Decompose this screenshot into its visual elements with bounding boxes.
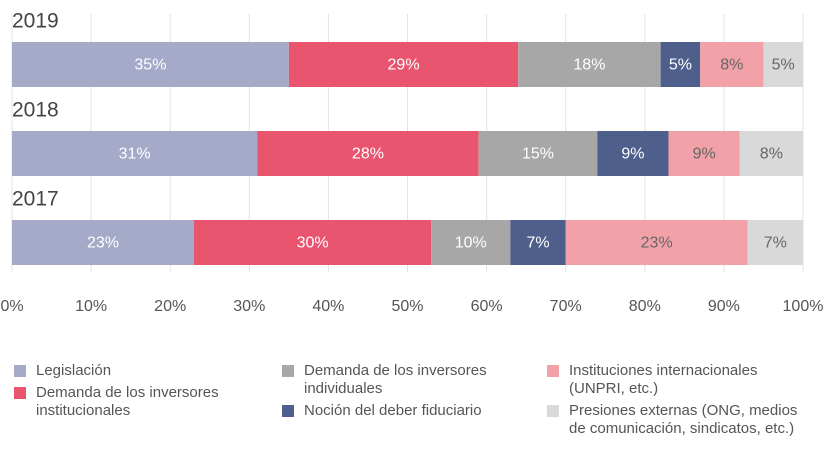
legend-swatch xyxy=(282,365,294,377)
category-label: 2017 xyxy=(12,188,59,211)
bar-segment xyxy=(257,131,479,176)
x-tick-label: 100% xyxy=(783,298,824,315)
value-label: 8% xyxy=(760,146,783,163)
value-label: 35% xyxy=(134,57,166,74)
value-label: 9% xyxy=(693,146,716,163)
value-label: 23% xyxy=(641,235,673,252)
legend-item: Demanda de los inversores institucionale… xyxy=(10,384,260,420)
value-label: 18% xyxy=(573,57,605,74)
x-tick-label: 80% xyxy=(629,298,661,315)
legend-swatch xyxy=(547,405,559,417)
value-label: 7% xyxy=(526,235,549,252)
legend-item: Instituciones internacionales (UNPRI, et… xyxy=(543,362,813,398)
bar-segment xyxy=(12,42,289,87)
x-tick-label: 50% xyxy=(391,298,423,315)
bar-segment xyxy=(660,42,701,87)
category-label: 2018 xyxy=(12,99,59,122)
legend-swatch xyxy=(14,387,26,399)
x-tick-label: 70% xyxy=(550,298,582,315)
bar-segment xyxy=(288,42,519,87)
legend-swatch xyxy=(282,405,294,417)
bar-segment xyxy=(700,42,764,87)
bar-segment xyxy=(12,131,258,176)
legend-item: Legislación xyxy=(10,362,260,380)
x-tick-label: 30% xyxy=(233,298,265,315)
x-tick-label: 90% xyxy=(708,298,740,315)
x-tick-label: 40% xyxy=(312,298,344,315)
x-tick-label: 60% xyxy=(471,298,503,315)
legend-item: Presiones externas (ONG, medios de comun… xyxy=(543,402,813,438)
legend-label: Presiones externas (ONG, medios de comun… xyxy=(569,402,798,437)
plot: 0% 10% 20% 30% 40% 50% 60% 70% 80% 90% 100% 2019 35%… xyxy=(0,10,824,316)
x-tick-label: 20% xyxy=(154,298,186,315)
legend-label: Demanda de los inversores individuales xyxy=(304,362,487,397)
bar-segment xyxy=(431,220,511,265)
value-label: 8% xyxy=(720,57,743,74)
value-label: 15% xyxy=(522,146,554,163)
value-label: 5% xyxy=(772,57,795,74)
bar-segment xyxy=(597,131,669,176)
bar-segment xyxy=(565,220,748,265)
value-label: 30% xyxy=(297,235,329,252)
x-tick-label: 10% xyxy=(75,298,107,315)
legend-label: Demanda de los inversores institucionale… xyxy=(36,384,219,419)
value-label: 5% xyxy=(669,57,692,74)
legend-item: Demanda de los inversores individuales xyxy=(278,362,528,398)
category-label: 2019 xyxy=(12,10,59,33)
value-label: 9% xyxy=(621,146,644,163)
bar-segment xyxy=(193,220,432,265)
legend: Demanda de los inversores individuales No… xyxy=(278,362,528,424)
value-label: 10% xyxy=(455,235,487,252)
bar-segment xyxy=(747,220,803,265)
bar-segment xyxy=(478,131,598,176)
legend-label: Legislación xyxy=(36,362,112,379)
bar-segment xyxy=(739,131,803,176)
legend: Instituciones internacionales (UNPRI, et… xyxy=(543,362,813,442)
legend: Legislación Demanda de los inversores ins… xyxy=(10,362,260,424)
bar-segment xyxy=(518,42,661,87)
legend-swatch xyxy=(14,365,26,377)
legend-item: Noción del deber fiduciario xyxy=(278,402,528,420)
bar-segment xyxy=(12,220,194,265)
bar-segment xyxy=(668,131,740,176)
value-label: 7% xyxy=(764,235,787,252)
x-tick-label: 0% xyxy=(0,298,23,315)
legend-label: Noción del deber fiduciario xyxy=(304,402,482,419)
bar-segment xyxy=(763,42,803,87)
value-label: 28% xyxy=(352,146,384,163)
legend-swatch xyxy=(547,365,559,377)
value-label: 23% xyxy=(87,235,119,252)
value-label: 29% xyxy=(388,57,420,74)
legend-label: Instituciones internacionales (UNPRI, et… xyxy=(569,362,758,397)
value-label: 31% xyxy=(119,146,151,163)
bar-segment xyxy=(510,220,566,265)
